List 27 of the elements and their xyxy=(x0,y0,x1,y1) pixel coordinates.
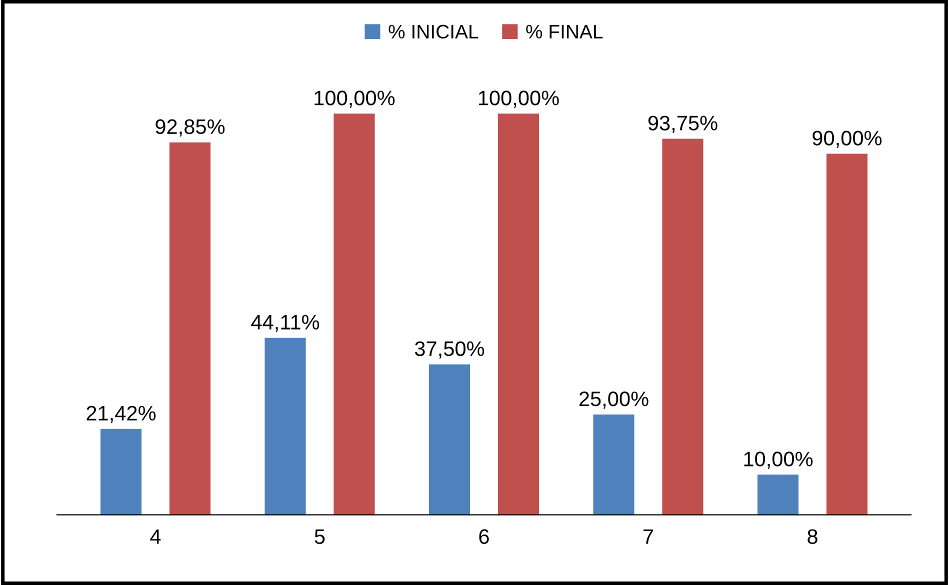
data-label: 100,00% xyxy=(478,90,559,108)
bar xyxy=(498,114,540,515)
x-tick-label: 6 xyxy=(479,529,489,544)
data-label: 10,00% xyxy=(744,452,813,469)
legend-label: % INICIAL xyxy=(388,24,478,39)
data-label: 93,75% xyxy=(648,116,718,133)
x-tick-label: 5 xyxy=(314,529,325,544)
bar xyxy=(428,364,470,515)
bar xyxy=(334,114,375,515)
data-label: 21,42% xyxy=(86,406,156,424)
bar xyxy=(593,414,634,515)
bar xyxy=(662,138,704,515)
data-label: 90,00% xyxy=(812,130,882,148)
data-label: 100,00% xyxy=(314,90,395,108)
bar xyxy=(100,428,142,515)
bar xyxy=(757,474,799,515)
legend-label: % FINAL xyxy=(526,24,603,38)
data-label: 25,00% xyxy=(579,391,648,409)
data-label: 37,50% xyxy=(414,341,484,359)
x-tick-label: 8 xyxy=(808,529,818,544)
x-tick-label: 7 xyxy=(644,529,653,544)
bar xyxy=(264,338,306,515)
data-label: 92,85% xyxy=(156,119,225,137)
data-label: 44,11% xyxy=(251,314,320,332)
bar xyxy=(169,142,211,515)
bar xyxy=(826,154,868,515)
x-tick-label: 4 xyxy=(150,529,161,544)
